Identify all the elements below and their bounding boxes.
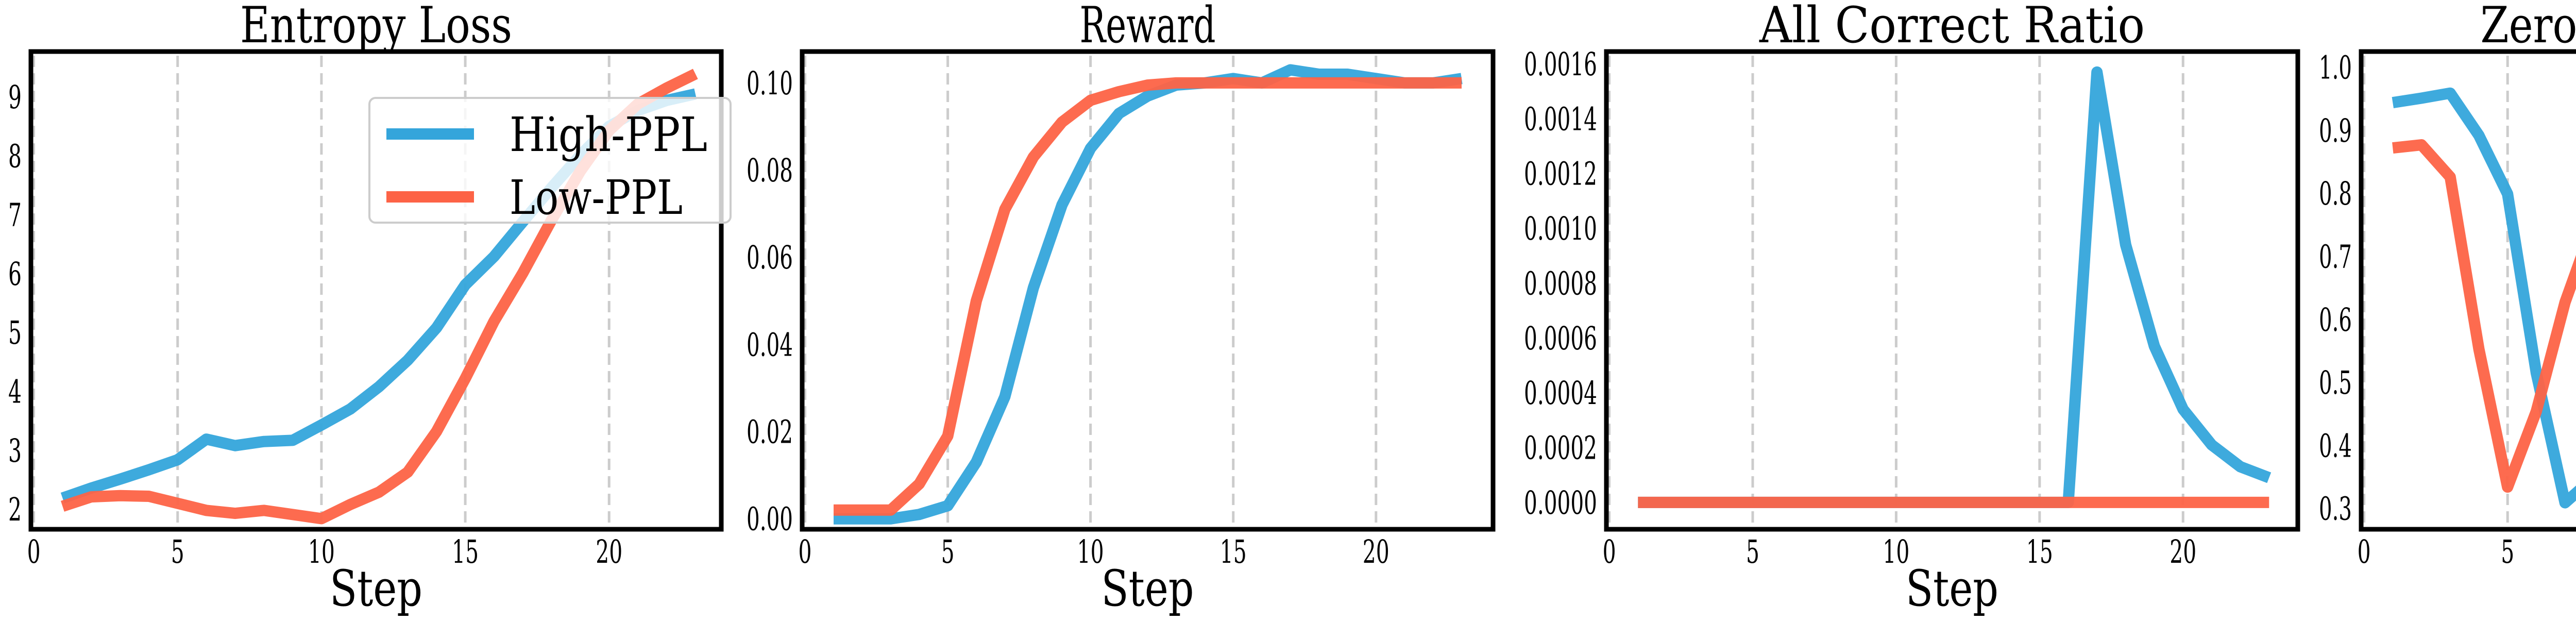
- x-tick-label: 15: [2026, 533, 2053, 570]
- axes-frame: [802, 52, 1493, 529]
- x-tick-label: 10: [1077, 533, 1104, 570]
- y-tick-label: 5: [8, 314, 22, 351]
- x-tick-label: 0: [27, 533, 41, 570]
- y-tick-label: 0.0014: [1524, 100, 1597, 138]
- series-group: [2393, 75, 2576, 502]
- x-tick-label: 5: [1746, 533, 1759, 570]
- y-tick-label: 6: [8, 255, 22, 293]
- line-high-ppl: [1638, 72, 2269, 502]
- legend-label-low-ppl: Low-PPL: [510, 170, 683, 225]
- y-tick-label: 0.0012: [1524, 155, 1597, 193]
- series-group: [1638, 72, 2269, 502]
- panel-title: Zero Advantage Ratio: [2481, 0, 2576, 54]
- panel-reward: Reward 0 5 10 15 20 0.00 0.02 0.04 0.06 0.08 0.10 St…: [747, 0, 1493, 617]
- line-high-ppl: [2393, 93, 2576, 503]
- y-tick-label: 0.0002: [1524, 429, 1597, 467]
- panel-title: Entropy Loss: [240, 0, 512, 54]
- x-axis-label: Step: [1906, 560, 1998, 617]
- y-tick-label: 9: [8, 78, 22, 116]
- y-tick-label: 0.3: [2319, 490, 2352, 528]
- x-tick-label: 0: [1603, 533, 1616, 570]
- y-tick-label: 2: [8, 491, 22, 528]
- x-tick-label: 20: [2170, 533, 2196, 570]
- y-tick-label: 0.0010: [1524, 210, 1597, 247]
- legend: High-PPL Low-PPL: [369, 98, 731, 225]
- y-tick-label: 0.10: [747, 64, 793, 102]
- x-tick-label: 5: [171, 533, 184, 570]
- panel-zero-advantage-ratio: Zero Advantage Ratio051015200.30.40.50.6…: [2319, 0, 2576, 617]
- y-tick-label: 0.0004: [1524, 374, 1597, 412]
- x-tick-label: 20: [596, 533, 622, 570]
- x-axis-label: Step: [330, 560, 422, 617]
- line-high-ppl: [834, 70, 1462, 519]
- series-group: [834, 70, 1462, 519]
- y-tick-label: 0.7: [2319, 238, 2352, 275]
- y-tick-label: 4: [8, 373, 22, 411]
- y-tick-label: 1.0: [2319, 49, 2352, 87]
- x-tick-label: 0: [2358, 533, 2371, 570]
- legend-label-high-ppl: High-PPL: [510, 107, 707, 162]
- y-tick-label: 0.04: [747, 326, 793, 363]
- y-tick-label: 0.8: [2319, 175, 2352, 212]
- gridlines: [805, 56, 1376, 527]
- y-tick-label: 0.0008: [1524, 264, 1597, 302]
- y-tick-label: 0.02: [747, 413, 793, 451]
- y-tick-label: 0.4: [2319, 427, 2352, 464]
- panel-title: All Correct Ratio: [1759, 0, 2145, 54]
- x-tick-label: 15: [1220, 533, 1247, 570]
- x-tick-label: 20: [1363, 533, 1389, 570]
- y-tick-label: 0.06: [747, 239, 793, 276]
- x-tick-label: 5: [941, 533, 955, 570]
- y-tick-label: 8: [8, 137, 22, 175]
- y-tick-label: 0.5: [2319, 364, 2352, 401]
- x-tick-label: 0: [799, 533, 812, 570]
- y-tick-label: 0.00: [747, 500, 793, 538]
- y-tick-label: 0.6: [2319, 301, 2352, 339]
- y-tick-label: 7: [8, 196, 22, 234]
- y-tick-label: 3: [8, 432, 22, 469]
- panel-title: Reward: [1080, 0, 1216, 54]
- y-tick-label: 0.9: [2319, 112, 2352, 149]
- axes-frame: [1606, 52, 2298, 529]
- line-low-ppl: [834, 83, 1462, 510]
- y-tick-label: 0.0000: [1524, 484, 1597, 522]
- x-tick-label: 15: [452, 533, 479, 570]
- y-tick-label: 0.0006: [1524, 320, 1597, 357]
- x-tick-label: 5: [2501, 533, 2514, 570]
- y-tick-label: 0.0016: [1524, 45, 1597, 83]
- y-tick-label: 0.08: [747, 152, 793, 189]
- x-axis-label: Step: [1101, 560, 1194, 617]
